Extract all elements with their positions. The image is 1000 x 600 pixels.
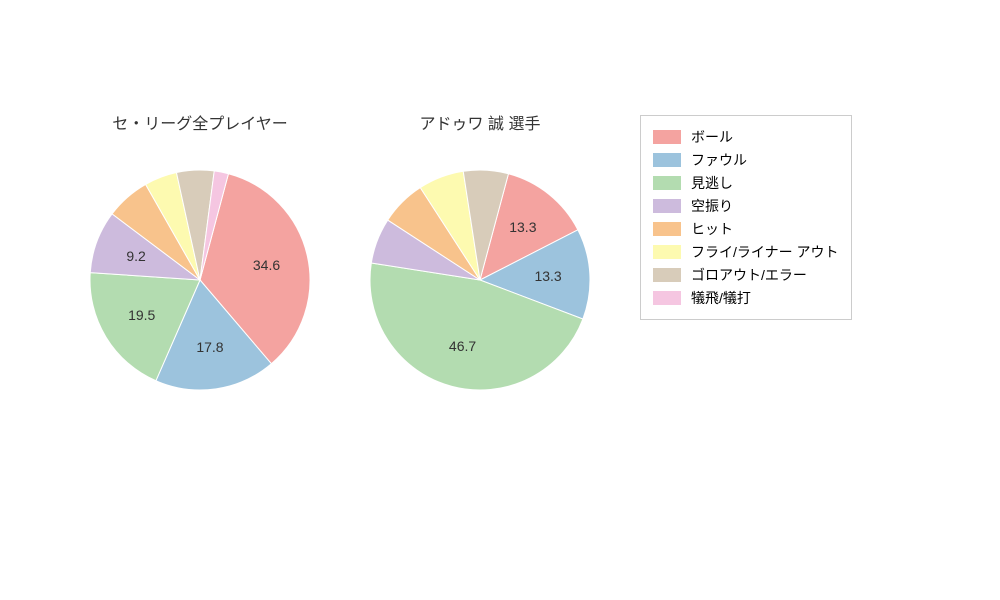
- legend: ボールファウル見逃し空振りヒットフライ/ライナー アウトゴロアウト/エラー犠飛/…: [640, 115, 852, 320]
- legend-label-look: 見逃し: [691, 173, 733, 193]
- legend-swatch-sac: [653, 291, 681, 305]
- legend-label-ground: ゴロアウト/エラー: [691, 265, 807, 285]
- slice-label-look: 19.5: [128, 307, 155, 323]
- legend-item-foul: ファウル: [653, 150, 839, 170]
- legend-label-ball: ボール: [691, 127, 733, 147]
- legend-swatch-ball: [653, 130, 681, 144]
- legend-label-fly: フライ/ライナー アウト: [691, 242, 839, 262]
- slice-label-foul: 17.8: [196, 339, 223, 355]
- legend-label-hit: ヒット: [691, 219, 733, 239]
- legend-swatch-hit: [653, 222, 681, 236]
- legend-item-ball: ボール: [653, 127, 839, 147]
- legend-item-ground: ゴロアウト/エラー: [653, 265, 839, 285]
- legend-swatch-look: [653, 176, 681, 190]
- legend-swatch-ground: [653, 268, 681, 282]
- legend-item-sac: 犠飛/犠打: [653, 288, 839, 308]
- legend-item-swing: 空振り: [653, 196, 839, 216]
- slice-label-swing: 9.2: [126, 248, 145, 264]
- legend-label-sac: 犠飛/犠打: [691, 288, 751, 308]
- slice-label-foul: 13.3: [534, 268, 561, 284]
- slice-label-ball: 34.6: [253, 257, 280, 273]
- slice-label-look: 46.7: [449, 338, 476, 354]
- legend-label-foul: ファウル: [691, 150, 747, 170]
- slice-label-ball: 13.3: [509, 219, 536, 235]
- figure: セ・リーグ全プレイヤー アドゥワ 誠 選手 34.617.819.59.213.…: [0, 0, 1000, 600]
- legend-item-look: 見逃し: [653, 173, 839, 193]
- legend-item-fly: フライ/ライナー アウト: [653, 242, 839, 262]
- legend-swatch-foul: [653, 153, 681, 167]
- legend-item-hit: ヒット: [653, 219, 839, 239]
- legend-swatch-fly: [653, 245, 681, 259]
- legend-swatch-swing: [653, 199, 681, 213]
- legend-label-swing: 空振り: [691, 196, 733, 216]
